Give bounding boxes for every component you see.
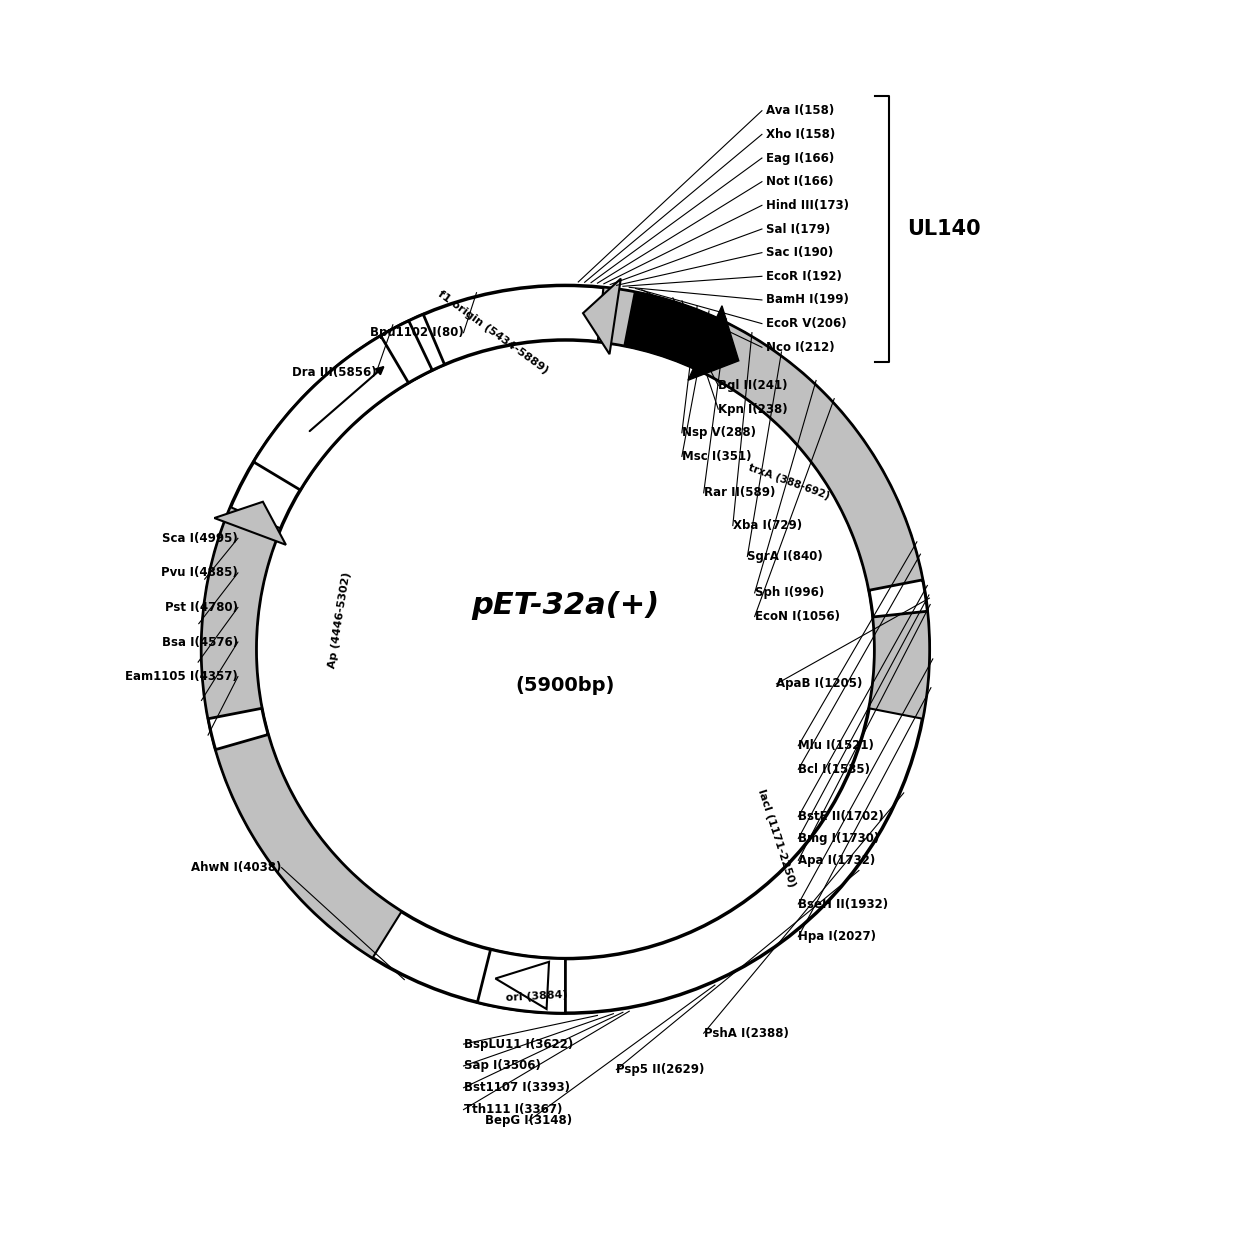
Text: ori (3884): ori (3884) [505,990,568,1004]
Text: Xba I(729): Xba I(729) [733,519,802,532]
Polygon shape [381,321,433,383]
Text: Ava I(158): Ava I(158) [765,104,833,117]
Text: Bmg I(1730): Bmg I(1730) [799,832,879,845]
Text: EcoR I(192): EcoR I(192) [765,270,842,282]
Text: Sal I(179): Sal I(179) [765,223,830,235]
Text: Sap I(3506): Sap I(3506) [464,1060,541,1072]
Text: UL140: UL140 [908,219,981,239]
Text: Tth111 I(3367): Tth111 I(3367) [464,1103,562,1116]
Text: Mlu I(1521): Mlu I(1521) [799,739,874,753]
Text: Msc I(351): Msc I(351) [682,450,751,463]
Text: Rar II(589): Rar II(589) [703,486,775,499]
Text: BamH I(199): BamH I(199) [765,294,848,306]
Text: Pvu I(4885): Pvu I(4885) [161,566,238,580]
Text: Ap (4446-5302): Ap (4446-5302) [327,571,352,669]
Text: Pst I(4780): Pst I(4780) [165,601,238,615]
Text: Apa I(1732): Apa I(1732) [799,853,875,867]
Polygon shape [208,708,268,750]
Polygon shape [253,315,445,490]
Text: f1 origin (5434-5889): f1 origin (5434-5889) [435,290,549,376]
Text: Bcl I(1535): Bcl I(1535) [799,763,870,776]
Text: Sac I(190): Sac I(190) [765,246,833,259]
Text: Sca I(4995): Sca I(4995) [162,531,238,545]
Text: Xho I(158): Xho I(158) [765,128,835,141]
Text: Eag I(166): Eag I(166) [765,152,833,164]
Polygon shape [598,287,929,719]
Polygon shape [688,306,739,381]
Text: BstE II(1702): BstE II(1702) [799,810,884,824]
Text: Hpa I(2027): Hpa I(2027) [799,931,877,943]
Text: Sph I(996): Sph I(996) [755,586,823,600]
Text: BepG I(3148): BepG I(3148) [486,1115,573,1127]
Text: SgrA I(840): SgrA I(840) [748,550,823,564]
Text: EcoR V(206): EcoR V(206) [765,317,846,330]
Polygon shape [215,501,286,545]
Text: Not I(166): Not I(166) [765,175,833,188]
Text: ApaB I(1205): ApaB I(1205) [776,678,863,690]
Polygon shape [583,279,621,355]
Text: Dra III(5856): Dra III(5856) [291,366,376,379]
Text: (5900bp): (5900bp) [516,677,615,695]
Text: pET-32a(+): pET-32a(+) [471,591,660,620]
Text: Bgl II(241): Bgl II(241) [718,379,787,392]
Text: PshA I(2388): PshA I(2388) [703,1026,789,1040]
Text: EcoN I(1056): EcoN I(1056) [755,610,839,623]
Text: Bst1107 I(3393): Bst1107 I(3393) [464,1081,569,1095]
Text: Bsa I(4576): Bsa I(4576) [161,636,238,648]
Text: Hind III(173): Hind III(173) [765,199,848,211]
Polygon shape [625,292,725,371]
Text: AhwN I(4038): AhwN I(4038) [191,861,281,875]
Text: Bpu1102 I(80): Bpu1102 I(80) [370,326,464,340]
Text: lacI (1171-2250): lacI (1171-2250) [756,789,797,888]
Polygon shape [477,949,565,1013]
Text: BseH II(1932): BseH II(1932) [799,897,888,911]
Text: Eam1105 I(4357): Eam1105 I(4357) [125,671,238,683]
Text: Nsp V(288): Nsp V(288) [682,427,756,439]
Text: Psp5 II(2629): Psp5 II(2629) [616,1064,704,1076]
Text: trxA (388-692): trxA (388-692) [748,463,831,501]
Polygon shape [202,508,402,958]
Text: BspLU11 I(3622): BspLU11 I(3622) [464,1037,573,1051]
Polygon shape [496,962,549,1009]
Polygon shape [869,580,928,617]
Text: Nco I(212): Nco I(212) [765,341,835,353]
Text: Kpn I(238): Kpn I(238) [718,403,787,415]
